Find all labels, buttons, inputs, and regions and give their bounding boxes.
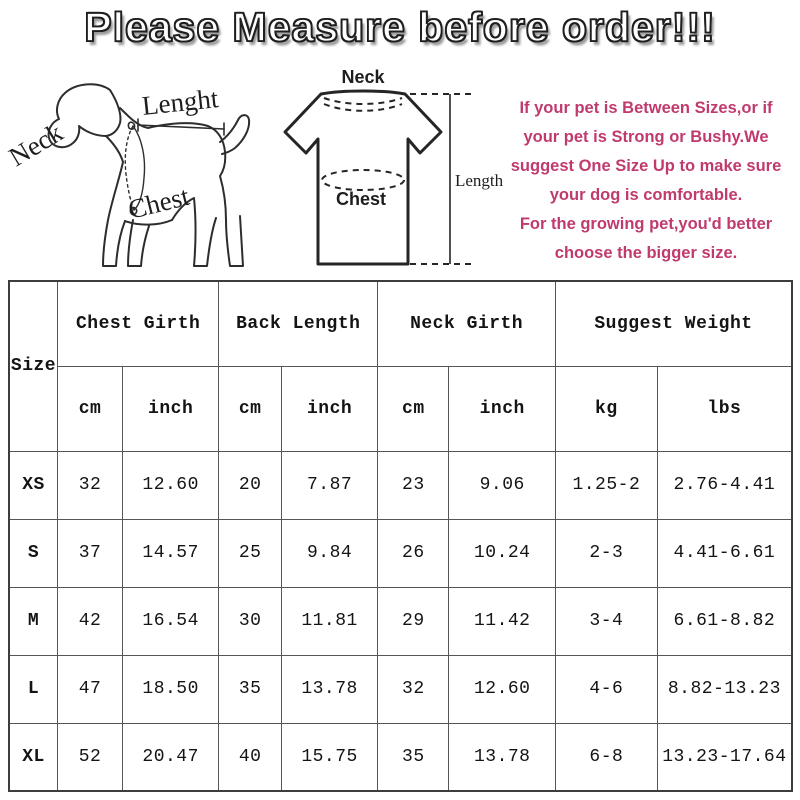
- table-row-xl: XL 52 20.47 40 15.75 35 13.78 6-8 13.23-…: [8, 722, 793, 792]
- advice-line: suggest One Size Up to make sure: [510, 157, 782, 175]
- size-table-wrap: Size Chest Girth Back Length Neck Girth …: [8, 280, 793, 792]
- unit-header: inch: [448, 365, 556, 452]
- unit-header: kg: [554, 365, 658, 452]
- table-cell: 6.61-8.82: [656, 586, 793, 656]
- chest-girth-header: Chest Girth: [57, 280, 220, 367]
- table-cell: 18.50: [122, 654, 220, 724]
- table-cell: 6-8: [554, 722, 658, 792]
- table-cell: 30: [218, 586, 282, 656]
- table-cell: 13.78: [280, 654, 379, 724]
- advice-line: If your pet is Between Sizes,or if: [519, 99, 773, 117]
- table-cell: 14.57: [122, 518, 220, 588]
- size-cell: S: [8, 518, 59, 588]
- table-cell: 23: [377, 450, 450, 520]
- table-cell: 9.06: [448, 450, 556, 520]
- table-cell: 52: [57, 722, 124, 792]
- dog-chest-label: Chest: [125, 181, 192, 225]
- table-cell: 37: [57, 518, 124, 588]
- table-cell: 35: [377, 722, 450, 792]
- table-cell: 4-6: [554, 654, 658, 724]
- table-cell: 10.24: [448, 518, 556, 588]
- shirt-chest-label: Chest: [336, 189, 386, 209]
- table-cell: 11.81: [280, 586, 379, 656]
- unit-header: inch: [122, 365, 220, 452]
- page-title: Please Measure before order!!!: [83, 3, 716, 51]
- advice-line: For the growing pet,you'd better: [519, 215, 773, 233]
- size-table: Size Chest Girth Back Length Neck Girth …: [8, 280, 793, 792]
- table-cell: 2.76-4.41: [656, 450, 793, 520]
- table-cell: 15.75: [280, 722, 379, 792]
- advice-line: your dog is comfortable.: [549, 186, 743, 204]
- shirt-length-label: Length: [455, 171, 503, 190]
- table-cell: 12.60: [448, 654, 556, 724]
- table-cell: 13.78: [448, 722, 556, 792]
- dog-neck-label: Neck: [4, 117, 69, 172]
- unit-header: cm: [57, 365, 124, 452]
- dog-length-label: Lenght: [140, 83, 220, 121]
- advice-line: your pet is Strong or Bushy.We: [523, 128, 769, 146]
- table-cell: 8.82-13.23: [656, 654, 793, 724]
- shirt-neck-label: Neck: [341, 68, 385, 87]
- size-cell: M: [8, 586, 59, 656]
- table-cell: 42: [57, 586, 124, 656]
- unit-header: lbs: [656, 365, 793, 452]
- size-cell: XL: [8, 722, 59, 792]
- table-cell: 13.23-17.64: [656, 722, 793, 792]
- unit-header: cm: [218, 365, 282, 452]
- unit-header: cm: [377, 365, 450, 452]
- shirt-measurement-diagram: Neck Chest Length: [283, 68, 503, 266]
- table-cell: 20: [218, 450, 282, 520]
- table-cell: 32: [57, 450, 124, 520]
- size-cell: L: [8, 654, 59, 724]
- table-cell: 40: [218, 722, 282, 792]
- table-row-l: L 47 18.50 35 13.78 32 12.60 4-6 8.82-13…: [8, 654, 793, 724]
- table-cell: 16.54: [122, 586, 220, 656]
- table-cell: 7.87: [280, 450, 379, 520]
- advice-line: choose the bigger size.: [554, 244, 738, 262]
- table-cell: 32: [377, 654, 450, 724]
- table-row-m: M 42 16.54 30 11.81 29 11.42 3-4 6.61-8.…: [8, 586, 793, 656]
- neck-girth-header: Neck Girth: [377, 280, 556, 367]
- size-cell: XS: [8, 450, 59, 520]
- measurement-diagrams: Neck Lenght Chest Neck Chest Length If y…: [0, 66, 800, 280]
- table-cell: 4.41-6.61: [656, 518, 793, 588]
- table-cell: 47: [57, 654, 124, 724]
- table-cell: 11.42: [448, 586, 556, 656]
- table-cell: 25: [218, 518, 282, 588]
- table-cell: 20.47: [122, 722, 220, 792]
- table-row-s: S 37 14.57 25 9.84 26 10.24 2-3 4.41-6.6…: [8, 518, 793, 588]
- table-cell: 9.84: [280, 518, 379, 588]
- dog-measurement-diagram: Neck Lenght Chest: [4, 83, 251, 267]
- table-cell: 35: [218, 654, 282, 724]
- table-cell: 2-3: [554, 518, 658, 588]
- table-cell: 1.25-2: [554, 450, 658, 520]
- table-cell: 29: [377, 586, 450, 656]
- unit-header: inch: [280, 365, 379, 452]
- table-cell: 26: [377, 518, 450, 588]
- table-row-xs: XS 32 12.60 20 7.87 23 9.06 1.25-2 2.76-…: [8, 450, 793, 520]
- suggest-weight-header: Suggest Weight: [554, 280, 793, 367]
- table-cell: 3-4: [554, 586, 658, 656]
- table-cell: 12.60: [122, 450, 220, 520]
- sizing-advice-text: If your pet is Between Sizes,or if your …: [492, 94, 800, 268]
- size-column-header: Size: [8, 280, 59, 452]
- back-length-header: Back Length: [218, 280, 379, 367]
